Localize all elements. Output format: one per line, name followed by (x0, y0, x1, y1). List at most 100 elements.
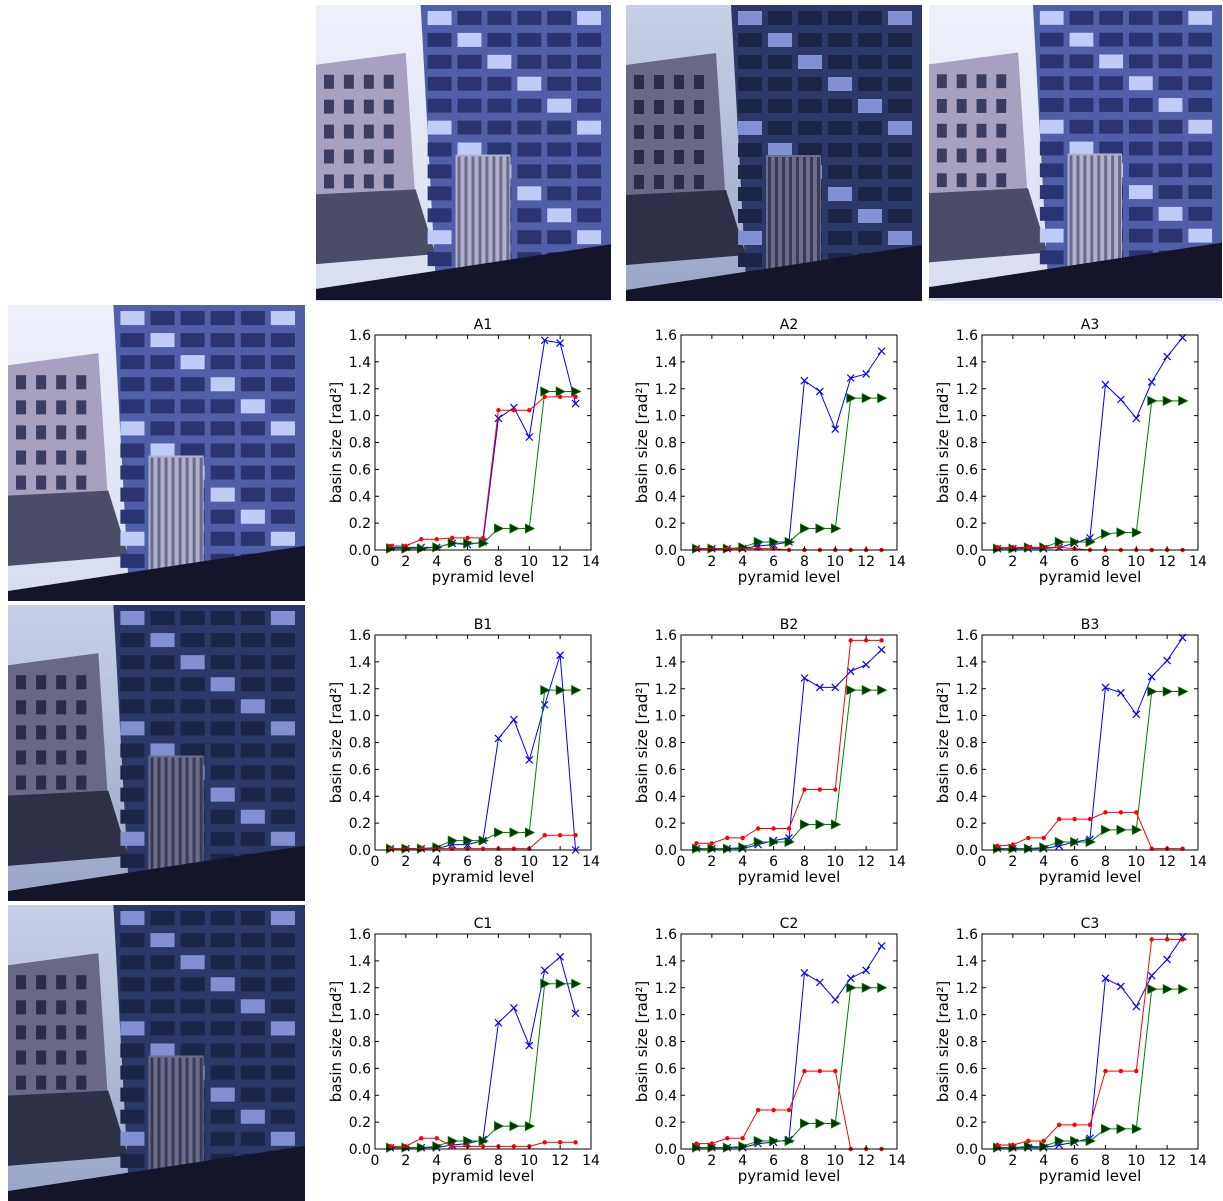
data-point-2-5 (771, 1107, 776, 1113)
data-point-1-6 (784, 536, 795, 548)
x-tick-label: 12 (1158, 554, 1176, 570)
y-tick-label: 0.4 (956, 1088, 978, 1104)
x-tick-label: 4 (738, 854, 747, 870)
y-tick-label: 1.2 (655, 682, 677, 698)
data-point-2-6 (480, 1144, 486, 1149)
data-point-2-0 (388, 543, 393, 549)
data-point-1-2 (416, 543, 428, 554)
y-tick-label: 0.6 (349, 762, 371, 778)
x-tick-label: 12 (1158, 1153, 1176, 1169)
data-point-2-4 (449, 535, 455, 541)
y-tick-label: 1.0 (349, 1008, 371, 1024)
data-point-1-5 (1070, 536, 1081, 548)
x-tick-label: 8 (1101, 1153, 1110, 1169)
x-tick-label: 2 (1008, 854, 1017, 870)
data-point-1-8 (509, 1121, 520, 1132)
data-point-1-6 (1085, 836, 1096, 848)
data-point-0-11 (556, 651, 565, 660)
data-point-1-7 (1101, 528, 1112, 540)
data-point-0-11 (862, 370, 871, 378)
x-tick-label: 4 (1039, 1153, 1048, 1169)
data-point-2-0 (995, 545, 1000, 550)
data-point-1-11 (555, 386, 567, 397)
data-point-2-1 (1010, 842, 1016, 847)
data-point-0-10 (1147, 672, 1156, 681)
series-line-0 (390, 955, 577, 1149)
y-tick-label: 1.2 (655, 981, 677, 997)
data-point-0-9 (831, 425, 840, 433)
data-point-1-2 (722, 1142, 734, 1153)
data-point-1-10 (1147, 686, 1158, 697)
y-tick-label: 0.8 (349, 1035, 371, 1051)
y-tick-label: 0.0 (655, 543, 677, 559)
data-point-1-2 (1023, 843, 1035, 854)
y-tick-label: 0.0 (956, 1142, 978, 1158)
plot-frame (680, 334, 898, 551)
y-tick-label: 1.0 (956, 409, 978, 425)
y-tick-label: 1.2 (349, 981, 371, 997)
chart-a1: 0 2 4 6 8 10 12 14 0.0 0.2 0.4 0.6 0.8 1.0 1.2 1.4 1.6 A1… (315, 305, 615, 601)
data-point-2-3 (434, 1136, 439, 1141)
data-point-2-4 (1056, 1122, 1062, 1128)
x-axis-label: pyramid level (1039, 868, 1142, 886)
chart-c2: 0 2 4 6 8 10 12 14 0.0 0.2 0.4 0.6 0.8 1.0 1.2 1.4 1.6 C2… (621, 904, 921, 1200)
data-point-0-12 (877, 645, 886, 654)
plot-frame (680, 933, 898, 1150)
data-point-2-3 (740, 835, 745, 841)
data-point-0-10 (1147, 971, 1156, 980)
data-point-1-9 (524, 523, 536, 534)
chart-title: A3 (1081, 317, 1099, 333)
y-tick-label: 0.8 (349, 436, 371, 452)
y-tick-label: 0.2 (956, 516, 978, 532)
data-point-2-6 (1087, 816, 1093, 822)
y-tick-label: 1.0 (655, 709, 677, 725)
x-tick-label: 0 (978, 554, 987, 570)
data-point-1-12 (1178, 983, 1189, 995)
x-tick-label: 12 (551, 854, 569, 870)
y-tick-label: 0.8 (655, 1035, 677, 1051)
data-point-2-5 (771, 826, 776, 831)
y-tick-label: 1.0 (655, 1008, 677, 1024)
data-point-0-9 (525, 1041, 534, 1050)
data-point-0-7 (800, 969, 809, 977)
x-tick-label: 10 (520, 1153, 538, 1169)
data-point-2-7 (1103, 1068, 1108, 1074)
y-tick-label: 1.6 (655, 328, 677, 344)
x-tick-label: 2 (401, 1153, 410, 1169)
x-tick-label: 6 (463, 554, 472, 570)
x-tick-label: 6 (463, 1153, 472, 1169)
series-line-1 (390, 689, 576, 850)
x-tick-label: 0 (371, 854, 380, 870)
series-line-1 (390, 390, 576, 550)
data-point-2-10 (542, 833, 547, 838)
data-point-2-1 (709, 841, 715, 846)
y-tick-label: 1.4 (956, 355, 978, 371)
data-point-1-12 (1178, 395, 1189, 406)
photo-top-2 (626, 5, 922, 301)
x-tick-label: 12 (551, 554, 569, 570)
y-tick-label: 1.4 (655, 655, 677, 671)
data-point-2-6 (480, 535, 486, 541)
y-tick-label: 0.4 (349, 789, 371, 805)
data-point-1-5 (769, 1135, 780, 1147)
data-point-1-5 (769, 536, 780, 548)
data-point-2-3 (740, 1136, 745, 1141)
data-point-2-2 (419, 537, 424, 542)
data-point-1-10 (540, 978, 551, 989)
data-point-1-7 (800, 523, 811, 534)
y-tick-label: 0.4 (349, 1088, 371, 1104)
data-point-2-2 (1026, 545, 1031, 550)
data-point-1-7 (494, 1121, 505, 1132)
x-tick-label: 6 (1070, 554, 1079, 570)
x-tick-label: 4 (432, 1153, 441, 1169)
x-tick-label: 8 (800, 554, 809, 570)
x-tick-label: 4 (1039, 854, 1048, 870)
data-point-2-6 (786, 1107, 792, 1113)
chart-title: C3 (1081, 916, 1100, 932)
data-point-2-8 (817, 787, 823, 792)
y-axis-label: basin size [rad²] (327, 382, 345, 503)
chart-title: B3 (1081, 617, 1100, 633)
data-point-2-8 (1118, 810, 1124, 815)
data-point-2-2 (419, 1136, 424, 1141)
x-tick-label: 12 (551, 1153, 569, 1169)
